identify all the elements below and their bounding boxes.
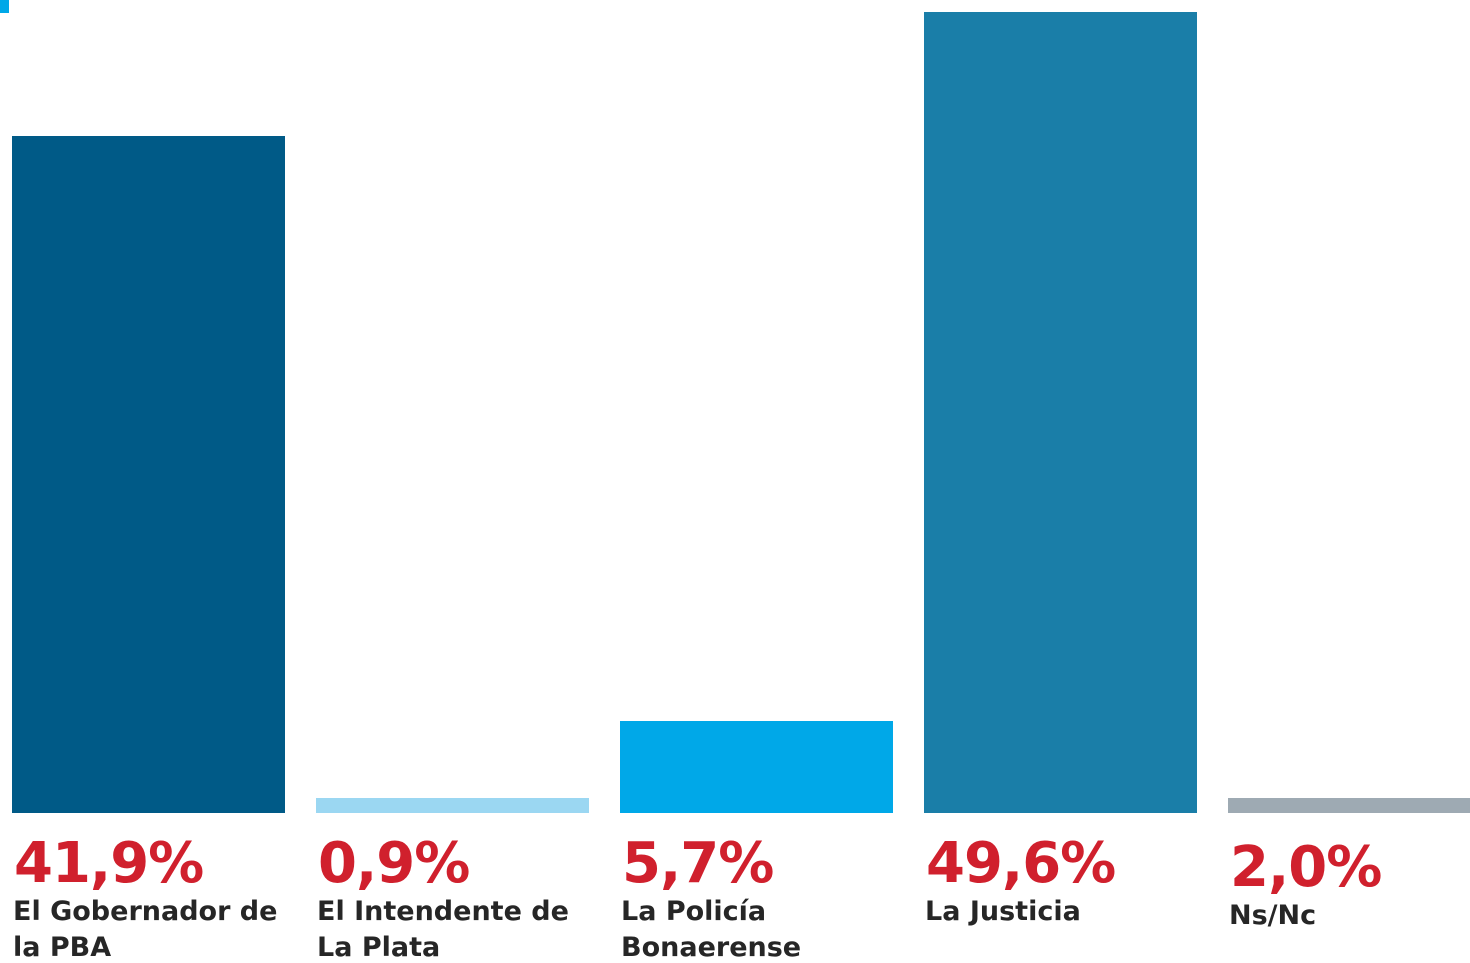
- bar: [12, 136, 285, 813]
- data-label: 49,6%: [926, 831, 1116, 896]
- data-label: 5,7%: [622, 831, 774, 896]
- category-label: El Gobernador de la PBA: [13, 896, 278, 963]
- category-label: El Intendente de La Plata: [317, 896, 569, 963]
- category-label: Ns/Nc: [1229, 900, 1317, 931]
- data-label: 2,0%: [1230, 835, 1382, 900]
- bar: [316, 798, 589, 813]
- data-label: 41,9%: [14, 831, 204, 896]
- bar: [924, 12, 1197, 813]
- corner-accent-mark: [0, 0, 9, 13]
- bar: [1228, 798, 1470, 813]
- bar: [620, 720, 893, 813]
- category-label: La Justicia: [925, 896, 1081, 927]
- category-label: La Policía Bonaerense: [621, 896, 802, 963]
- data-label: 0,9%: [318, 831, 470, 896]
